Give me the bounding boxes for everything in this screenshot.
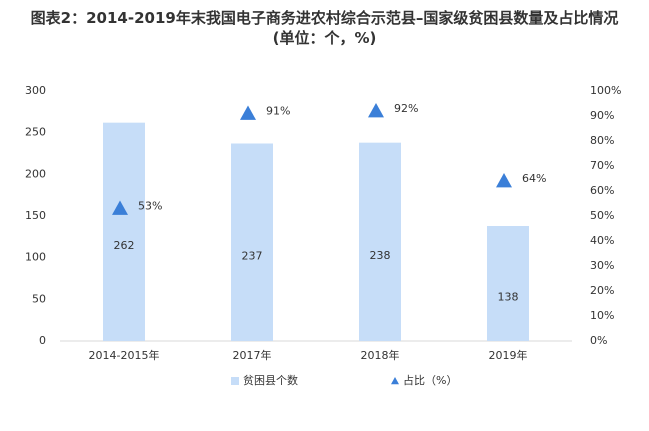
bar-value-label: 138: [498, 291, 519, 304]
point-value-label: 92%: [394, 102, 418, 115]
chart-title: 图表2：2014-2019年末我国电子商务进农村综合示范县–国家级贫困县数量及占…: [30, 9, 619, 47]
y-tick-label: 150: [25, 209, 46, 222]
triangle-marker: [112, 200, 128, 215]
x-tick-label: 2017年: [233, 348, 272, 362]
y-tick-label: 100: [25, 251, 46, 264]
y2-tick-label: 40%: [590, 234, 614, 247]
y2-tick-label: 70%: [590, 159, 614, 172]
x-tick-label: 2019年: [489, 348, 528, 362]
y2-tick-label: 20%: [590, 284, 614, 297]
y2-tick-label: 10%: [590, 309, 614, 322]
x-tick-label: 2018年: [361, 348, 400, 362]
y2-tick-label: 0%: [590, 334, 607, 347]
bar-value-label: 238: [370, 249, 391, 262]
bar: [103, 122, 145, 342]
legend-label: 贫困县个数: [243, 373, 298, 387]
y-tick-label: 300: [25, 84, 46, 97]
y2-tick-label: 80%: [590, 134, 614, 147]
legend-label: 占比（%）: [403, 373, 457, 387]
y2-tick-label: 30%: [590, 259, 614, 272]
y-tick-label: 0: [39, 334, 46, 347]
triangle-marker: [496, 173, 512, 188]
legend-swatch: [231, 377, 239, 385]
y-tick-label: 200: [25, 167, 46, 180]
point-value-label: 53%: [138, 200, 162, 213]
x-tick-label: 2014-2015年: [89, 348, 160, 362]
y-tick-label: 50: [32, 292, 46, 305]
y2-tick-label: 90%: [590, 109, 614, 122]
triangle-marker: [240, 105, 256, 120]
bar: [231, 143, 273, 341]
y-tick-label: 250: [25, 126, 46, 139]
y2-tick-label: 60%: [590, 184, 614, 197]
bar: [359, 142, 401, 341]
bar-value-label: 262: [114, 239, 135, 252]
point-value-label: 91%: [266, 105, 290, 118]
bar-value-label: 237: [242, 249, 263, 262]
y2-tick-label: 100%: [590, 84, 621, 97]
triangle-marker: [368, 103, 384, 118]
legend-swatch: [391, 377, 399, 385]
y2-tick-label: 50%: [590, 209, 614, 222]
bar: [487, 226, 529, 341]
point-value-label: 64%: [522, 172, 546, 185]
